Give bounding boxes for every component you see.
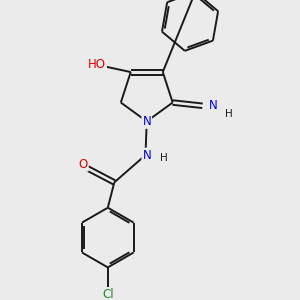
Text: N: N — [142, 115, 151, 128]
Text: N: N — [209, 99, 218, 112]
Text: HO: HO — [88, 58, 106, 71]
Text: H: H — [160, 153, 167, 164]
Text: Cl: Cl — [102, 288, 114, 300]
Text: N: N — [142, 148, 151, 162]
Text: H: H — [225, 109, 232, 118]
Text: O: O — [79, 158, 88, 171]
